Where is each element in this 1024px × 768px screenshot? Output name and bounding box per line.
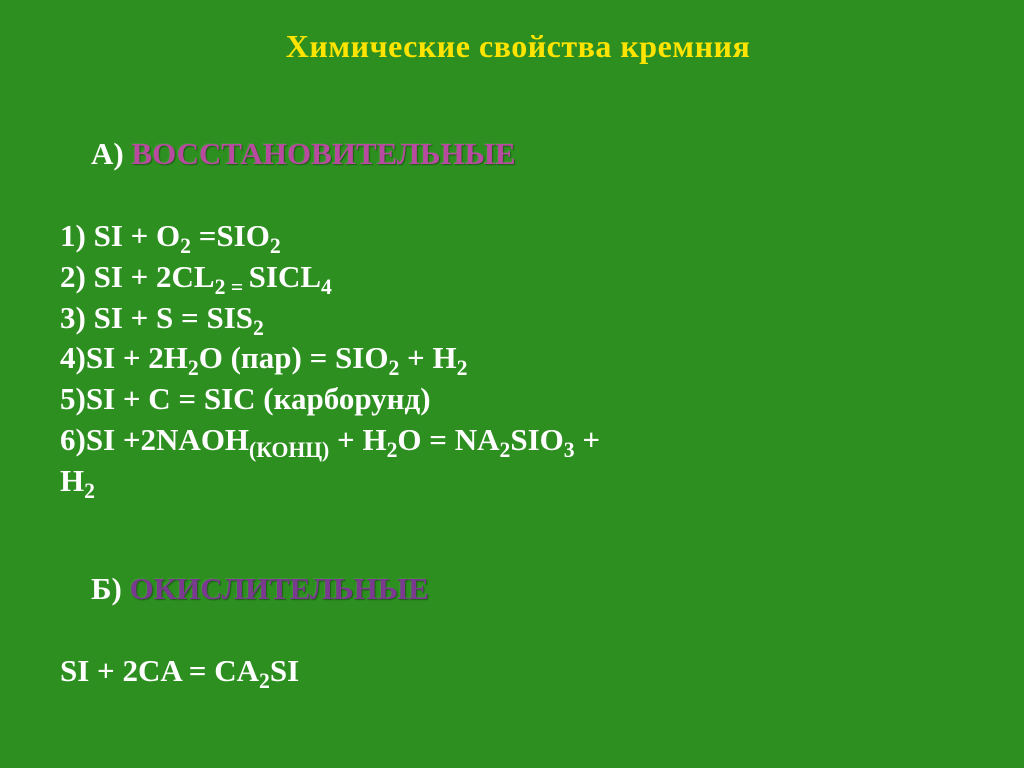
equation-text: + H xyxy=(329,422,386,457)
subscript: (КОНЦ) xyxy=(249,438,329,462)
equation-text: H xyxy=(60,463,84,498)
subscript: 2 xyxy=(457,357,468,381)
equation-line: 4)SI + 2H2O (пар) = SIO2 + H2 xyxy=(60,338,976,379)
equation-text: SICL xyxy=(249,259,321,294)
equation-text: 5)SI + C = SIC (карборунд) xyxy=(60,381,431,416)
subscript: 2 xyxy=(499,438,510,462)
equation-text: =SIO xyxy=(191,218,270,253)
section-gap xyxy=(60,502,976,528)
equation-text: SIO xyxy=(510,422,563,457)
section-a-prefix: А) xyxy=(91,136,131,171)
section-b-equations: SI + 2CA = CA2SI xyxy=(60,651,976,692)
equation-text: 4)SI + 2H xyxy=(60,340,188,375)
equation-text: 6)SI +2NAOH xyxy=(60,422,249,457)
subscript: 2 xyxy=(270,234,281,258)
equation-text: + xyxy=(575,422,608,457)
equation-line: H2 xyxy=(60,461,976,502)
subscript: 2 xyxy=(387,438,398,462)
equation-text: 3) SI + S = SIS xyxy=(60,300,253,335)
subscript: 2 = xyxy=(215,275,249,299)
subscript: 2 xyxy=(180,234,191,258)
section-a-label: восстановительные xyxy=(131,136,515,171)
subscript: 4 xyxy=(321,275,332,299)
equation-text: SI xyxy=(270,653,299,688)
subscript: 2 xyxy=(84,479,95,503)
equation-text: O = NA xyxy=(397,422,499,457)
subscript: 2 xyxy=(253,316,264,340)
equation-line: SI + 2CA = CA2SI xyxy=(60,651,976,692)
equation-text: 2) SI + 2CL xyxy=(60,259,215,294)
equation-line: 2) SI + 2CL2 = SICL4 xyxy=(60,257,976,298)
section-b-header: Б) окислительные xyxy=(60,528,976,651)
section-b-prefix: Б) xyxy=(91,571,130,606)
equation-line: 5)SI + C = SIC (карборунд) xyxy=(60,379,976,420)
section-b-label: окислительные xyxy=(130,571,429,606)
subscript: 2 xyxy=(259,669,270,693)
subscript: 2 xyxy=(388,357,399,381)
subscript: 2 xyxy=(188,357,199,381)
section-a-header: А) восстановительные xyxy=(60,93,976,216)
equation-text: SI + 2CA = CA xyxy=(60,653,259,688)
equation-text: + H xyxy=(399,340,456,375)
equation-text: O (пар) = SIO xyxy=(199,340,389,375)
slide: Химические свойства кремния А) восстанов… xyxy=(0,0,1024,768)
equation-line: 6)SI +2NAOH(КОНЦ) + H2O = NA2SIO3 + xyxy=(60,420,976,461)
slide-title: Химические свойства кремния xyxy=(60,28,976,65)
section-a-equations: 1) SI + O2 =SIO22) SI + 2CL2 = SICL43) S… xyxy=(60,216,976,502)
equation-line: 1) SI + O2 =SIO2 xyxy=(60,216,976,257)
subscript: 3 xyxy=(564,438,575,462)
equation-line: 3) SI + S = SIS2 xyxy=(60,298,976,339)
equation-text: 1) SI + O xyxy=(60,218,180,253)
